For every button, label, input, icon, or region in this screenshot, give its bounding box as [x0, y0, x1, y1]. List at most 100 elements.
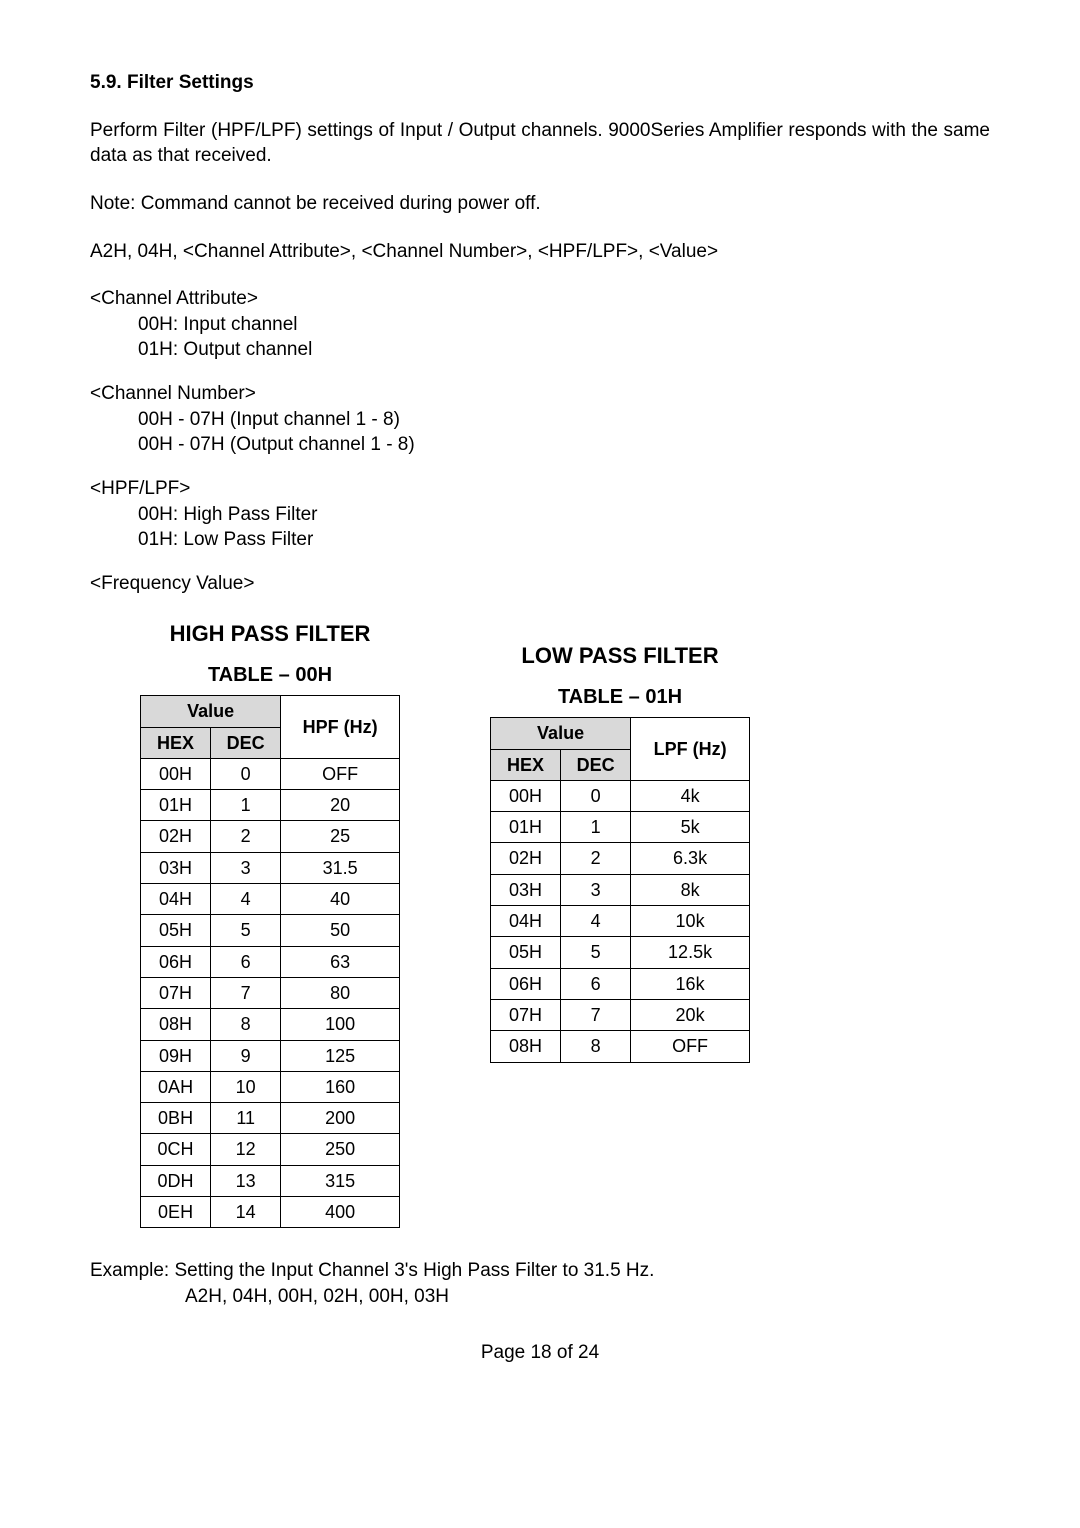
table-cell: 02H — [141, 821, 211, 852]
table-cell: 06H — [141, 946, 211, 977]
table-row: 0AH10160 — [141, 1071, 400, 1102]
hpf-lpf-line2: 01H: Low Pass Filter — [90, 527, 990, 553]
table-row: 06H663 — [141, 946, 400, 977]
hpf-table: Value HPF (Hz) HEX DEC 00H0OFF01H12002H2… — [140, 695, 400, 1228]
lpf-title: LOW PASS FILTER — [490, 641, 750, 671]
table-cell: 8 — [211, 1009, 281, 1040]
table-cell: OFF — [631, 1031, 750, 1062]
table-cell: 03H — [141, 852, 211, 883]
channel-attribute-title: <Channel Attribute> — [90, 286, 990, 312]
intro-paragraph: Perform Filter (HPF/LPF) settings of Inp… — [90, 118, 990, 169]
table-cell: 6 — [561, 968, 631, 999]
table-row: 08H8OFF — [491, 1031, 750, 1062]
table-row: 00H04k — [491, 780, 750, 811]
lpf-header-value: Value — [491, 718, 631, 749]
hpf-lpf-title: <HPF/LPF> — [90, 476, 990, 502]
table-cell: 10k — [631, 906, 750, 937]
channel-number-block: <Channel Number> 00H - 07H (Input channe… — [90, 381, 990, 458]
table-cell: 4 — [561, 906, 631, 937]
table-cell: 4k — [631, 780, 750, 811]
table-cell: 01H — [491, 812, 561, 843]
table-cell: 07H — [491, 999, 561, 1030]
table-cell: 16k — [631, 968, 750, 999]
hpf-table-label: TABLE – 00H — [140, 662, 400, 689]
table-cell: 0DH — [141, 1165, 211, 1196]
channel-attribute-block: <Channel Attribute> 00H: Input channel 0… — [90, 286, 990, 363]
table-row: 0EH14400 — [141, 1197, 400, 1228]
section-heading: 5.9. Filter Settings — [90, 70, 990, 96]
table-cell: 0CH — [141, 1134, 211, 1165]
table-cell: 0 — [561, 780, 631, 811]
table-row: 03H331.5 — [141, 852, 400, 883]
table-cell: 200 — [281, 1103, 400, 1134]
table-row: 0BH11200 — [141, 1103, 400, 1134]
table-cell: OFF — [281, 758, 400, 789]
table-row: 07H780 — [141, 977, 400, 1008]
lpf-header-hex: HEX — [491, 749, 561, 780]
table-row: 01H120 — [141, 790, 400, 821]
table-cell: 7 — [211, 977, 281, 1008]
channel-attribute-line1: 00H: Input channel — [90, 312, 990, 338]
table-cell: 400 — [281, 1197, 400, 1228]
channel-attribute-line2: 01H: Output channel — [90, 337, 990, 363]
table-cell: 2 — [211, 821, 281, 852]
lpf-table-label: TABLE – 01H — [490, 684, 750, 711]
table-cell: 1 — [561, 812, 631, 843]
table-cell: 20k — [631, 999, 750, 1030]
table-cell: 315 — [281, 1165, 400, 1196]
table-cell: 09H — [141, 1040, 211, 1071]
table-cell: 4 — [211, 884, 281, 915]
table-cell: 6.3k — [631, 843, 750, 874]
table-cell: 04H — [491, 906, 561, 937]
hpf-title: HIGH PASS FILTER — [140, 619, 400, 649]
hpf-header-hex: HEX — [141, 727, 211, 758]
lpf-table: Value LPF (Hz) HEX DEC 00H04k01H15k02H26… — [490, 717, 750, 1062]
table-cell: 5 — [211, 915, 281, 946]
table-cell: 14 — [211, 1197, 281, 1228]
table-cell: 40 — [281, 884, 400, 915]
table-cell: 50 — [281, 915, 400, 946]
table-cell: 1 — [211, 790, 281, 821]
table-cell: 100 — [281, 1009, 400, 1040]
channel-number-line1: 00H - 07H (Input channel 1 - 8) — [90, 407, 990, 433]
note-line: Note: Command cannot be received during … — [90, 191, 990, 217]
hpf-header-hz: HPF (Hz) — [281, 696, 400, 759]
table-row: 02H225 — [141, 821, 400, 852]
table-cell: 08H — [491, 1031, 561, 1062]
example-line1: Example: Setting the Input Channel 3's H… — [90, 1258, 990, 1284]
table-cell: 5k — [631, 812, 750, 843]
table-cell: 08H — [141, 1009, 211, 1040]
table-row: 04H440 — [141, 884, 400, 915]
table-row: 06H616k — [491, 968, 750, 999]
table-row: 00H0OFF — [141, 758, 400, 789]
table-cell: 05H — [141, 915, 211, 946]
hpf-tbody: 00H0OFF01H12002H22503H331.504H44005H5500… — [141, 758, 400, 1227]
table-cell: 06H — [491, 968, 561, 999]
lpf-column: LOW PASS FILTER TABLE – 01H Value LPF (H… — [490, 619, 750, 1063]
hpf-lpf-line1: 00H: High Pass Filter — [90, 502, 990, 528]
table-cell: 3 — [561, 874, 631, 905]
table-cell: 04H — [141, 884, 211, 915]
table-row: 07H720k — [491, 999, 750, 1030]
page-footer: Page 18 of 24 — [90, 1340, 990, 1366]
table-cell: 80 — [281, 977, 400, 1008]
example-line2: A2H, 04H, 00H, 02H, 00H, 03H — [90, 1284, 990, 1310]
table-cell: 02H — [491, 843, 561, 874]
table-row: 0CH12250 — [141, 1134, 400, 1165]
table-cell: 13 — [211, 1165, 281, 1196]
table-row: 02H26.3k — [491, 843, 750, 874]
table-cell: 125 — [281, 1040, 400, 1071]
table-cell: 00H — [141, 758, 211, 789]
table-cell: 11 — [211, 1103, 281, 1134]
hpf-header-value: Value — [141, 696, 281, 727]
table-cell: 5 — [561, 937, 631, 968]
example-block: Example: Setting the Input Channel 3's H… — [90, 1258, 990, 1309]
table-cell: 07H — [141, 977, 211, 1008]
table-cell: 25 — [281, 821, 400, 852]
table-cell: 05H — [491, 937, 561, 968]
lpf-header-dec: DEC — [561, 749, 631, 780]
table-row: 09H9125 — [141, 1040, 400, 1071]
table-cell: 63 — [281, 946, 400, 977]
lpf-tbody: 00H04k01H15k02H26.3k03H38k04H410k05H512.… — [491, 780, 750, 1062]
table-cell: 6 — [211, 946, 281, 977]
